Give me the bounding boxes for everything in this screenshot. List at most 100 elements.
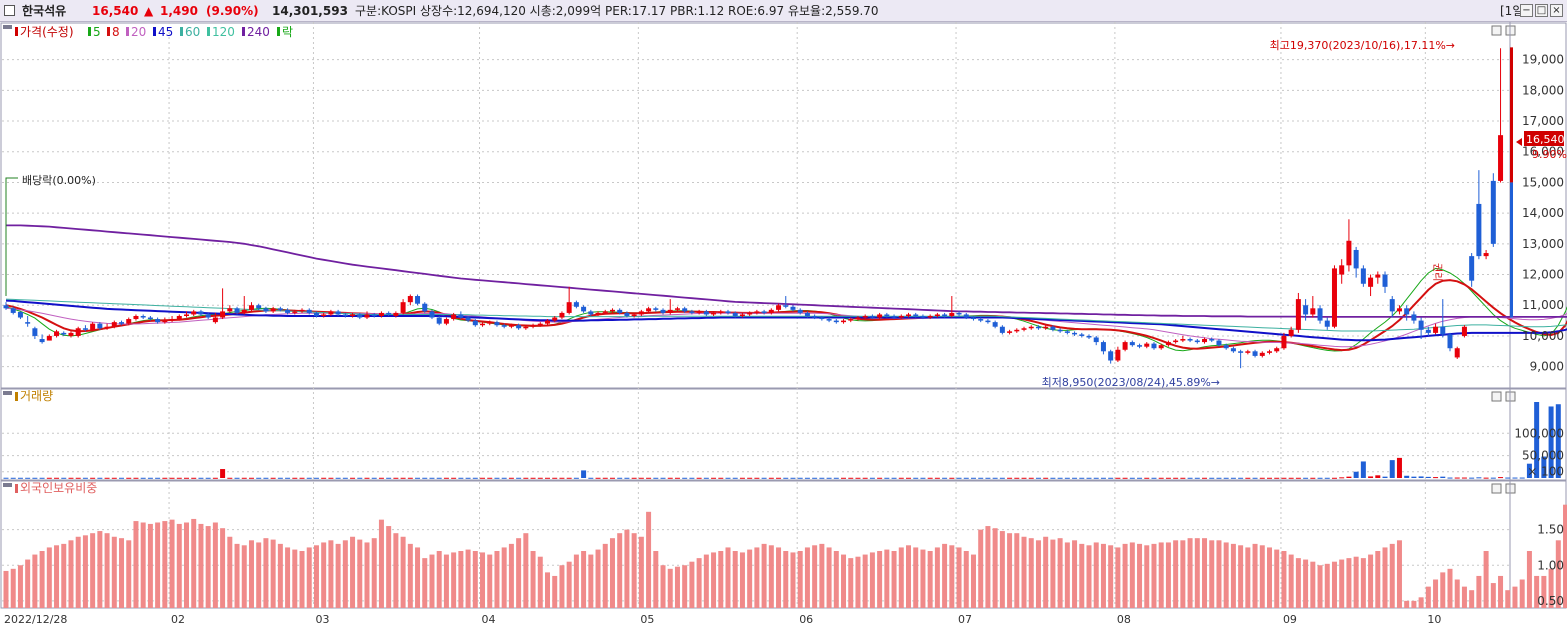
volume-bar[interactable] (61, 477, 67, 479)
foreign-ratio-bar[interactable] (198, 523, 204, 608)
volume-bar[interactable] (1100, 477, 1106, 479)
volume-bar[interactable] (184, 477, 189, 479)
foreign-ratio-bar[interactable] (277, 543, 283, 608)
foreign-ratio-bar[interactable] (371, 538, 377, 608)
foreign-ratio-bar[interactable] (573, 554, 579, 608)
foreign-ratio-bar[interactable] (891, 551, 897, 608)
candle-body[interactable] (942, 314, 948, 316)
foreign-ratio-bar[interactable] (999, 531, 1005, 608)
candle-body[interactable] (718, 311, 724, 313)
volume-bar[interactable] (1396, 457, 1402, 478)
foreign-ratio-bar[interactable] (1324, 563, 1330, 608)
volume-bar[interactable] (1411, 476, 1417, 478)
foreign-ratio-bar[interactable] (386, 526, 392, 608)
volume-bar[interactable] (1498, 477, 1504, 479)
volume-bar[interactable] (1079, 477, 1085, 479)
volume-bar[interactable] (140, 477, 146, 479)
panel-restore-icon[interactable] (1491, 391, 1502, 402)
candle-body[interactable] (588, 311, 594, 315)
volume-bar[interactable] (436, 477, 442, 479)
foreign-ratio-bar[interactable] (1454, 579, 1460, 609)
volume-bar[interactable] (292, 477, 298, 479)
volume-bar[interactable] (725, 477, 731, 479)
candle-body[interactable] (927, 315, 933, 318)
volume-bar[interactable] (754, 477, 760, 479)
candle-body[interactable] (400, 302, 406, 313)
volume-bar[interactable] (285, 477, 291, 479)
foreign-ratio-bar[interactable] (472, 551, 478, 608)
volume-bar[interactable] (10, 477, 16, 479)
candle-body[interactable] (992, 322, 998, 327)
maximize-button[interactable]: □ (1535, 4, 1548, 17)
foreign-ratio-bar[interactable] (1404, 600, 1410, 608)
foreign-ratio-bar[interactable] (920, 549, 926, 608)
volume-bar[interactable] (1014, 477, 1020, 479)
candle-body[interactable] (1447, 334, 1453, 349)
foreign-ratio-bar[interactable] (1382, 547, 1388, 608)
candle-body[interactable] (451, 314, 457, 320)
candle-body[interactable] (1050, 326, 1056, 330)
foreign-ratio-bar[interactable] (797, 551, 803, 608)
candle-body[interactable] (126, 319, 132, 324)
volume-bar[interactable] (841, 477, 847, 479)
volume-bar[interactable] (1469, 477, 1475, 479)
foreign-ratio-bar[interactable] (227, 536, 233, 608)
volume-bar[interactable] (400, 477, 406, 479)
volume-bar[interactable] (949, 477, 955, 479)
candle-body[interactable] (256, 305, 262, 309)
volume-bar[interactable] (581, 470, 587, 478)
foreign-ratio-bar[interactable] (1014, 533, 1020, 608)
foreign-ratio-bar[interactable] (761, 543, 767, 608)
foreign-ratio-bar[interactable] (1339, 559, 1345, 608)
foreign-ratio-bar[interactable] (241, 545, 247, 608)
volume-bar[interactable] (472, 477, 478, 479)
candle-body[interactable] (328, 311, 334, 315)
candle-body[interactable] (162, 320, 168, 323)
candle-body[interactable] (833, 320, 839, 323)
candle-body[interactable] (1324, 320, 1330, 327)
volume-bar[interactable] (1216, 477, 1222, 479)
volume-bar[interactable] (1519, 477, 1525, 479)
volume-bar[interactable] (913, 477, 919, 479)
candle-body[interactable] (371, 314, 377, 316)
candle-body[interactable] (306, 309, 312, 313)
foreign-ratio-bar[interactable] (768, 545, 774, 608)
candle-body[interactable] (761, 311, 767, 313)
volume-bar[interactable] (508, 477, 514, 479)
foreign-ratio-bar[interactable] (90, 533, 96, 608)
volume-bar[interactable] (1202, 477, 1208, 479)
foreign-ratio-bar[interactable] (364, 542, 370, 608)
candle-body[interactable] (1440, 326, 1446, 335)
candle-body[interactable] (68, 332, 74, 336)
foreign-ratio-bar[interactable] (1021, 536, 1027, 608)
candle-body[interactable] (82, 328, 88, 330)
foreign-ratio-bar[interactable] (1346, 558, 1352, 608)
foreign-ratio-bar[interactable] (299, 551, 305, 608)
candle-body[interactable] (321, 314, 327, 316)
volume-bar[interactable] (241, 477, 247, 479)
volume-bar[interactable] (1360, 461, 1366, 478)
foreign-ratio-bar[interactable] (1418, 597, 1424, 608)
candle-body[interactable] (1245, 351, 1251, 353)
volume-bar[interactable] (1382, 476, 1388, 478)
foreign-ratio-bar[interactable] (516, 538, 522, 608)
volume-bar[interactable] (451, 477, 457, 479)
candle-body[interactable] (826, 319, 832, 321)
foreign-ratio-bar[interactable] (978, 529, 984, 608)
minimize-button[interactable]: − (1520, 4, 1533, 17)
foreign-ratio-bar[interactable] (1526, 551, 1532, 608)
candle-body[interactable] (754, 311, 760, 313)
foreign-ratio-bar[interactable] (1259, 545, 1265, 608)
foreign-ratio-bar[interactable] (328, 540, 334, 608)
candle-body[interactable] (1331, 268, 1337, 327)
foreign-ratio-bar[interactable] (1303, 559, 1309, 608)
volume-bar[interactable] (212, 477, 218, 479)
candle-body[interactable] (1368, 277, 1374, 287)
volume-bar[interactable] (1086, 477, 1092, 479)
volume-bar[interactable] (631, 477, 637, 479)
volume-bar[interactable] (39, 477, 45, 479)
volume-bar[interactable] (696, 477, 702, 479)
candle-body[interactable] (624, 312, 630, 316)
volume-bar[interactable] (169, 477, 175, 479)
foreign-ratio-bar[interactable] (913, 547, 919, 608)
